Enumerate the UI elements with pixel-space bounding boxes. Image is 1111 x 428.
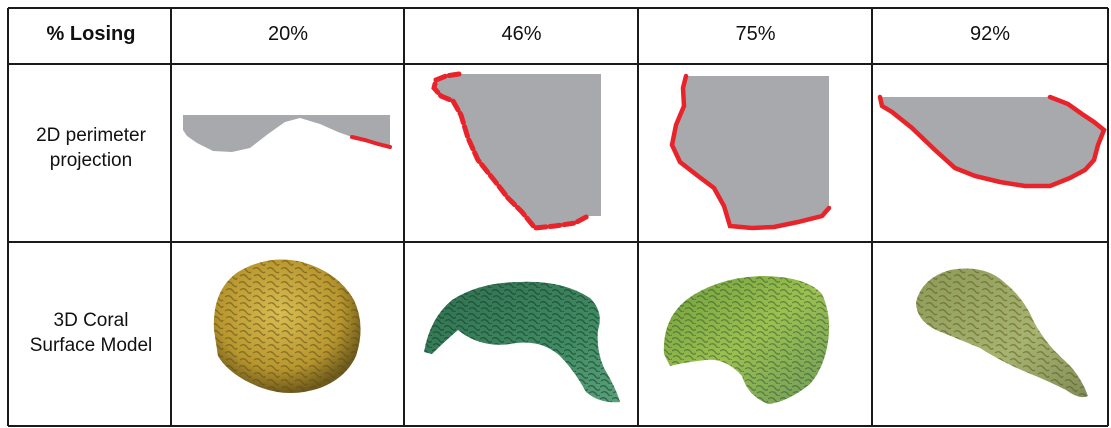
projection-20 (183, 115, 392, 152)
column-header-92: 92% (969, 23, 1011, 45)
row-label-2d-line1: 2D perimeter (36, 125, 146, 146)
losing-edge-92 (877, 94, 1107, 189)
row-label-3d-model: 3D Coral Surface Model (8, 308, 174, 358)
projection-46 (431, 71, 601, 231)
table-grid (7, 7, 1109, 427)
projection-92 (877, 94, 1107, 189)
row-label-2d-line2: projection (49, 150, 133, 171)
projection-75 (669, 73, 832, 231)
row-label-3d-line2: Surface Model (29, 335, 153, 356)
row-label-2d-projection: 2D perimeter projection (10, 123, 172, 173)
coral-model-92 (916, 268, 1088, 398)
column-header-46: 46% (501, 23, 542, 45)
coral-model-20 (213, 259, 361, 393)
coral-model-75 (663, 276, 830, 404)
row-label-3d-line1: 3D Coral (53, 310, 129, 331)
column-header-75: 75% (735, 23, 776, 45)
header-corner-label: % Losing (46, 23, 136, 45)
losing-edge-46 (431, 71, 591, 231)
column-header-20: 20% (267, 23, 309, 45)
losing-edge-75 (669, 73, 832, 231)
losing-edge-20 (350, 135, 392, 149)
coral-model-46 (424, 281, 620, 403)
